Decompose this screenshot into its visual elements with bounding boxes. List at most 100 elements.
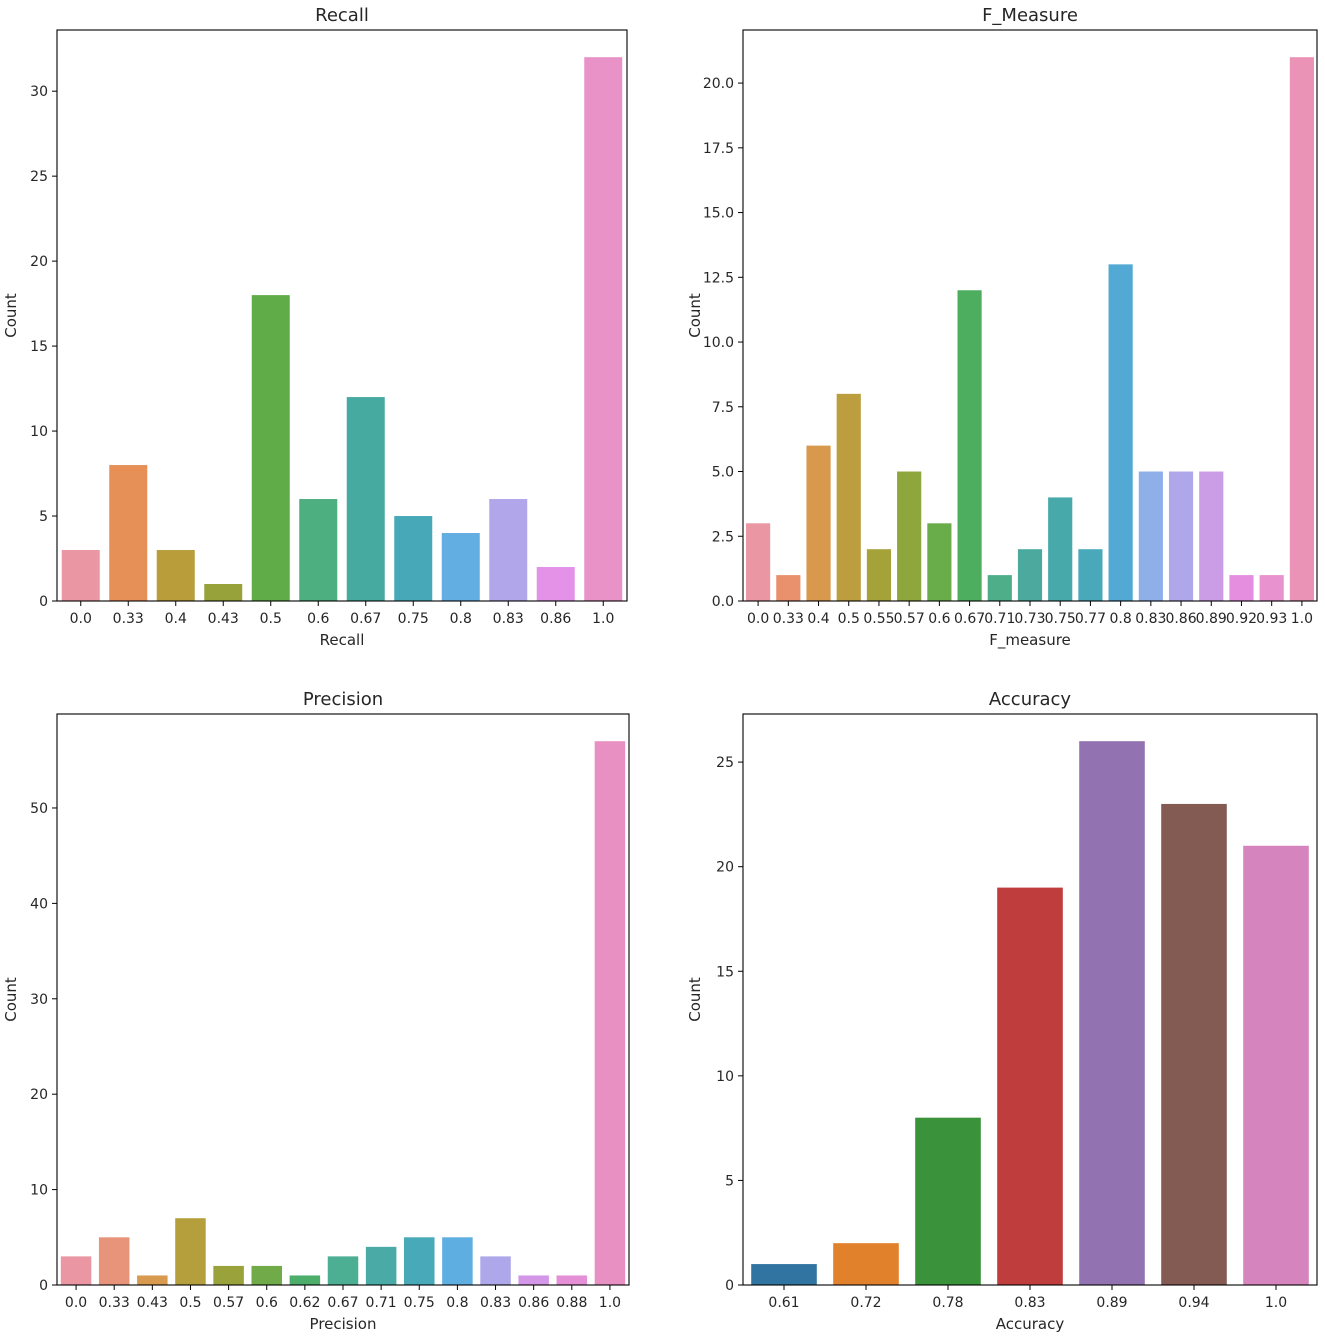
f-measure-ytick-label: 15.0 [703,206,734,222]
f-measure-bar-0.55 [866,549,892,601]
precision-bar-0.8 [442,1237,473,1285]
f-measure-xtick-label: 0.4 [807,611,829,627]
f-measure-chart: 0.0 0.33 0.4 0.5 0.55 0.57 0.6 0.67 0.71 0.73 0.75… [686,5,1318,650]
f-measure-bar-0.93 [1259,575,1284,601]
recall-bar-0.8 [441,533,480,601]
recall-bar-0.4 [156,550,195,601]
accuracy-xtick-label: 0.72 [850,1295,881,1311]
precision-bar-0.71 [365,1246,397,1285]
recall-bar-0.86 [536,567,575,601]
precision-title: Precision [303,689,383,710]
accuracy-bar-0.83 [997,887,1063,1285]
recall-xtick-label: 0.75 [398,611,429,627]
accuracy-title: Accuracy [989,689,1072,710]
recall-ytick-label: 30 [30,84,48,100]
precision-xtick-label: 0.8 [446,1295,468,1311]
f-measure-ytick-label: 0.0 [712,594,734,610]
precision-xtick-label: 0.67 [327,1295,358,1311]
f-measure-title: F_Measure [982,5,1078,26]
recall-bar-0.43 [204,584,243,601]
precision-bar-0.88 [556,1275,588,1285]
accuracy-xtick-label: 0.94 [1178,1295,1209,1311]
precision-ytick-label: 0 [39,1278,48,1294]
f-measure-xtick-label: 0.5 [838,611,860,627]
recall-bar-0.33 [109,465,148,601]
recall-bar-0.6 [299,499,338,601]
recall-bar-0.0 [61,550,100,601]
f-measure-xtick-label: 0.92 [1226,611,1257,627]
accuracy-chart: 0.61 0.72 0.78 0.83 0.89 0.94 1.0 0 5 10 15 20 25 Acc… [686,689,1318,1333]
recall-xtick-label: 0.5 [260,611,282,627]
precision-bar-0.33 [98,1237,130,1285]
precision-xtick-label: 0.88 [556,1295,587,1311]
f-measure-xtick-label: 1.0 [1291,611,1313,627]
recall-bar-0.75 [394,516,433,601]
precision-ytick-label: 30 [30,992,48,1008]
f-measure-ytick-label: 17.5 [703,141,734,157]
f-measure-xtick-label: 0.33 [773,611,804,627]
f-measure-bar-0.4 [806,445,831,601]
recall-xtick-label: 0.4 [165,611,187,627]
precision-xtick-label: 0.6 [256,1295,278,1311]
accuracy-ytick-label: 25 [716,755,734,771]
f-measure-bar-0.75 [1048,497,1073,601]
accuracy-ylabel: Count [686,977,704,1022]
precision-xtick-label: 0.62 [289,1295,320,1311]
precision-xlabel: Precision [310,1315,377,1333]
f-measure-bar-0.92 [1229,575,1254,601]
f-measure-xtick-label: 0.89 [1196,611,1227,627]
recall-xlabel: Recall [320,631,365,649]
precision-ytick-label: 20 [30,1087,48,1103]
precision-axes-frame [56,713,630,1286]
accuracy-ytick-label: 5 [725,1173,734,1189]
f-measure-xtick-label: 0.83 [1135,611,1166,627]
precision-bar-0.67 [327,1256,359,1285]
recall-xtick-label: 0.86 [540,611,571,627]
f-measure-ytick-label: 10.0 [703,335,734,351]
f-measure-xlabel: F_measure [989,631,1071,650]
precision-xtick-label: 0.33 [99,1295,130,1311]
f-measure-xtick-label: 0.86 [1165,611,1196,627]
f-measure-ytick-label: 2.5 [712,529,734,545]
f-measure-xtick-label: 0.8 [1109,611,1131,627]
precision-bar-0.75 [404,1237,435,1285]
accuracy-bar-0.61 [751,1264,817,1285]
f-measure-bar-0.67 [957,290,982,601]
accuracy-bar-0.89 [1079,741,1145,1285]
precision-bar-0.62 [289,1275,321,1285]
accuracy-xtick-label: 0.61 [768,1295,799,1311]
f-measure-xtick-label: 0.93 [1256,611,1287,627]
recall-xtick-label: 1.0 [592,611,614,627]
precision-xtick-label: 0.86 [518,1295,549,1311]
precision-bar-1.0 [594,741,626,1285]
f-measure-xtick-label: 0.55 [863,611,894,627]
precision-xtick-label: 1.0 [599,1295,621,1311]
recall-ytick-label: 5 [39,509,48,525]
accuracy-bar-1.0 [1243,845,1309,1285]
f-measure-bar-0.33 [776,575,801,601]
recall-xtick-label: 0.67 [350,611,381,627]
recall-ylabel: Count [2,293,20,338]
accuracy-xtick-label: 0.89 [1096,1295,1127,1311]
f-measure-xtick-label: 0.67 [954,611,985,627]
f-measure-bar-0.5 [836,393,861,601]
f-measure-xtick-label: 0.73 [1014,611,1045,627]
accuracy-bar-0.72 [833,1243,899,1285]
recall-xtick-label: 0.6 [307,611,329,627]
precision-xtick-label: 0.0 [65,1295,87,1311]
accuracy-bar-0.94 [1161,803,1227,1285]
accuracy-xtick-label: 1.0 [1265,1295,1287,1311]
precision-ylabel: Count [2,977,20,1022]
recall-chart: 0.0 0.33 0.4 0.43 0.5 0.6 0.67 0.75 0.8 0.83 0.86 1… [2,5,628,649]
f-measure-bar-0.0 [746,523,771,601]
f-measure-ytick-label: 20.0 [703,76,734,92]
precision-bar-0.57 [213,1265,244,1285]
precision-xtick-label: 0.83 [480,1295,511,1311]
recall-bar-0.67 [346,397,385,601]
f-measure-xtick-label: 0.6 [928,611,950,627]
f-measure-xtick-label: 0.77 [1075,611,1106,627]
f-measure-bar-0.57 [897,471,922,601]
recall-ytick-label: 10 [30,424,48,440]
f-measure-bar-0.83 [1138,471,1163,601]
recall-ytick-label: 20 [30,254,48,270]
